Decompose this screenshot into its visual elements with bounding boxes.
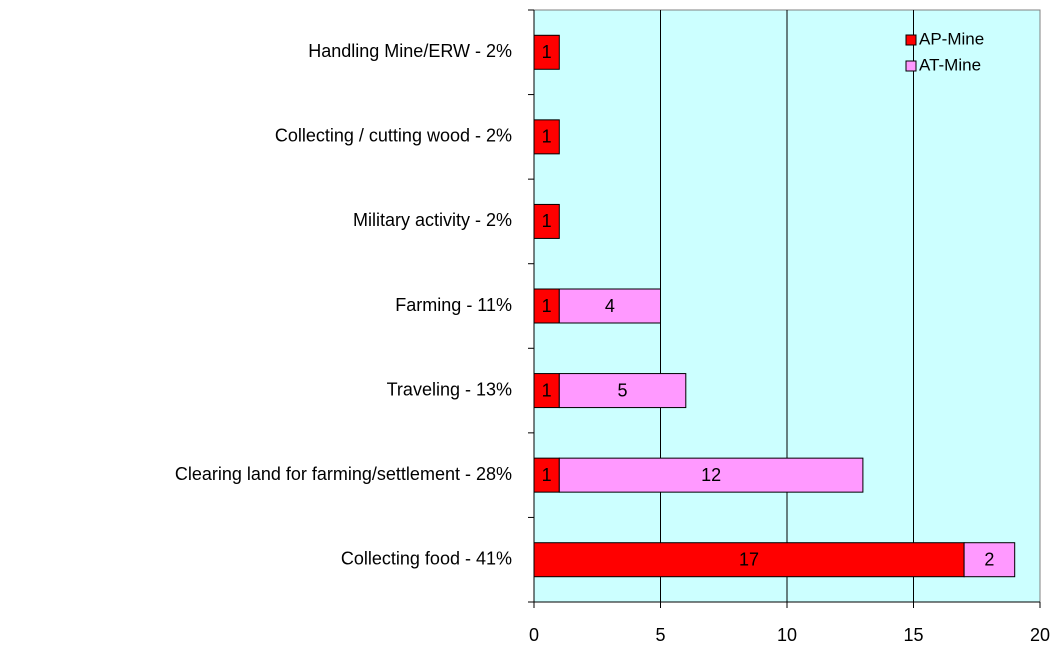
legend-swatch: [905, 60, 917, 72]
bar: [558, 373, 687, 409]
legend-label: AP-Mine: [919, 29, 984, 48]
bar-value-label: 5: [618, 380, 628, 400]
bar-value-label: 1: [542, 296, 552, 316]
x-tick-label: 15: [903, 625, 923, 645]
y-tick-label: Collecting / cutting wood - 2%: [275, 126, 512, 146]
y-tick-label: Clearing land for farming/settlement - 2…: [175, 464, 512, 484]
bar-value-label: 1: [542, 42, 552, 62]
bar: [533, 119, 560, 155]
y-tick-label: Handling Mine/ERW - 2%: [308, 41, 512, 61]
bar-value-label: 2: [984, 549, 994, 569]
y-tick-label: Traveling - 13%: [387, 379, 512, 399]
bar: [963, 542, 1016, 578]
x-tick-label: 0: [529, 625, 539, 645]
bar-value-label: 1: [542, 380, 552, 400]
y-tick-label: Farming - 11%: [395, 295, 512, 315]
bar-value-label: 12: [701, 465, 721, 485]
bar: [558, 288, 661, 324]
legend-label: AT-Mine: [919, 55, 981, 74]
bar-value-label: 1: [542, 127, 552, 147]
legend-swatch: [905, 34, 917, 46]
bar: [558, 457, 864, 493]
bar-value-label: 1: [542, 465, 552, 485]
x-tick-label: 5: [655, 625, 665, 645]
x-tick-label: 20: [1030, 625, 1050, 645]
y-tick-label: Military activity - 2%: [353, 210, 512, 230]
bar: [533, 203, 560, 239]
bar: [533, 34, 560, 70]
bar-value-label: 17: [739, 549, 759, 569]
x-tick-label: 10: [777, 625, 797, 645]
y-tick-label: Collecting food - 41%: [341, 548, 512, 568]
bar-value-label: 4: [605, 296, 615, 316]
bar-value-label: 1: [542, 211, 552, 231]
